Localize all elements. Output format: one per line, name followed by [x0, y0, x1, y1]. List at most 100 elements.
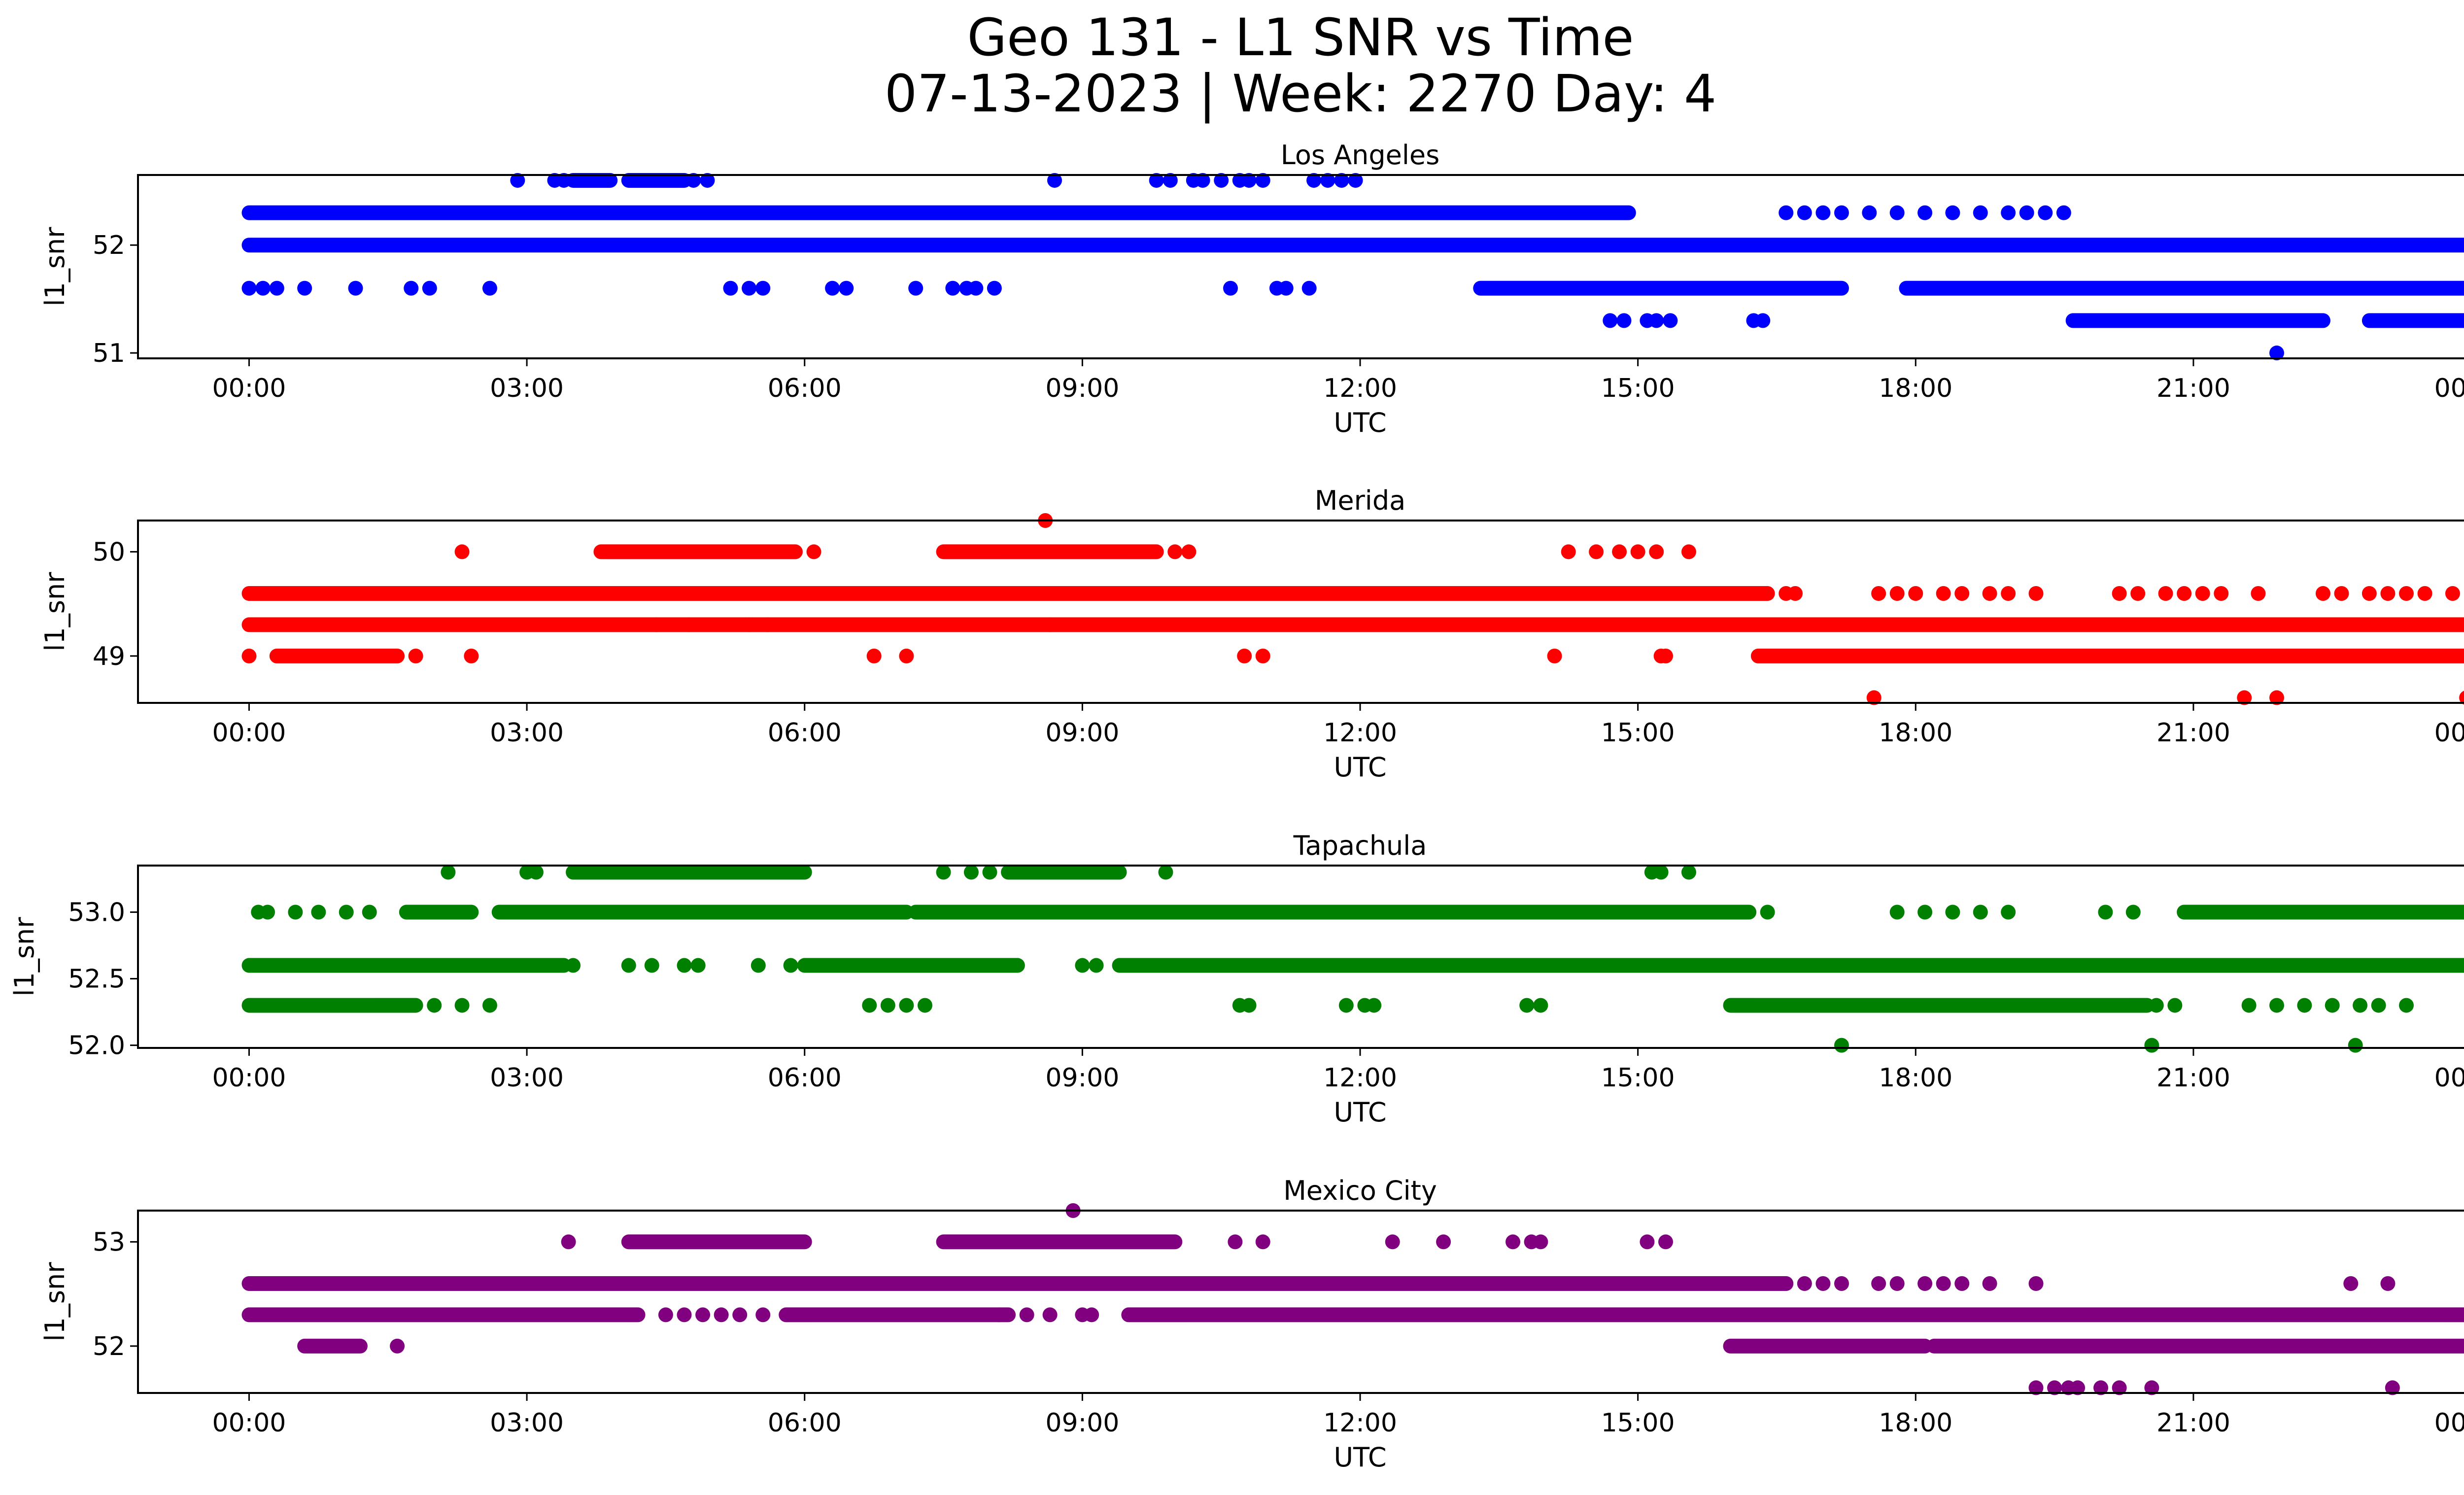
data-band	[2361, 313, 2464, 328]
data-point	[288, 904, 303, 920]
data-point	[1367, 998, 1382, 1013]
data-point	[297, 280, 312, 296]
y-tick-label: 51	[93, 339, 125, 368]
x-axis-label: UTC	[1334, 407, 1386, 438]
data-point	[1760, 904, 1775, 920]
data-point	[2399, 586, 2414, 601]
data-point	[454, 544, 470, 559]
data-point	[686, 173, 701, 188]
data-point	[1089, 958, 1104, 973]
data-point	[1255, 173, 1270, 188]
x-tick-label: 12:00	[1323, 718, 1397, 748]
x-tick-label: 18:00	[1879, 1063, 1952, 1093]
data-point	[1042, 1307, 1058, 1322]
data-point	[427, 998, 442, 1013]
data-point	[2214, 586, 2229, 601]
data-point	[528, 865, 544, 880]
data-point	[2001, 205, 2016, 220]
x-axis-label: UTC	[1334, 1097, 1386, 1128]
data-point	[269, 280, 284, 296]
data-point	[1181, 544, 1197, 559]
data-point	[2144, 1038, 2159, 1053]
x-tick-label: 15:00	[1601, 1408, 1675, 1438]
subplot-mexico-city: Mexico City 00:00 03:00 06:00 09:00 12:00 15:0…	[39, 1175, 2464, 1473]
data-point	[2070, 1380, 2086, 1395]
data-band	[1121, 1307, 2464, 1322]
data-point	[982, 865, 997, 880]
data-point	[2093, 1380, 2109, 1395]
data-point	[2028, 1276, 2044, 1291]
data-point	[1954, 1276, 1970, 1291]
data-point	[908, 280, 924, 296]
data-band	[779, 1307, 1016, 1322]
x-tick-label: 21:00	[2156, 1063, 2230, 1093]
data-point	[1862, 205, 1877, 220]
data-point	[1945, 904, 1960, 920]
data-point	[2269, 998, 2284, 1013]
data-point	[2001, 904, 2016, 920]
data-point	[700, 173, 715, 188]
data-point	[1663, 313, 1678, 328]
data-point	[987, 280, 1002, 296]
data-point	[2269, 690, 2284, 705]
y-tick-label: 53	[93, 1227, 125, 1257]
x-tick-label: 09:00	[1045, 374, 1119, 403]
data-point	[1973, 904, 1988, 920]
data-point	[783, 958, 798, 973]
data-point	[2028, 586, 2044, 601]
x-tick-label: 00:00	[212, 718, 286, 748]
x-axis-label: UTC	[1334, 1442, 1386, 1473]
data-band	[241, 586, 1775, 601]
figure-title-line1: Geo 131 - L1 SNR vs Time	[967, 7, 1634, 68]
subplot-title: Mexico City	[1283, 1175, 1437, 1206]
data-point	[2399, 998, 2414, 1013]
subplot-los-angeles: Los Angeles 00:00 03:00 06:00 09:00 12:00 15:0…	[39, 139, 2464, 438]
subplot-title: Tapachula	[1293, 830, 1427, 861]
x-tick-label: 15:00	[1601, 374, 1675, 403]
data-point	[1241, 173, 1257, 188]
data-point	[1237, 648, 1252, 663]
subplot-tapachula: Tapachula 00:00 03:00 06:00 09:00 12:00 15:00 1…	[9, 830, 2464, 1128]
x-tick-label: 09:00	[1045, 1063, 1119, 1093]
x-tick-label: 12:00	[1323, 1063, 1397, 1093]
data-point	[1815, 1276, 1831, 1291]
data-point	[1301, 280, 1317, 296]
data-point	[1255, 1234, 1270, 1250]
data-point	[584, 173, 599, 188]
data-point	[963, 865, 979, 880]
data-point	[760, 617, 775, 632]
data-point	[1589, 544, 1604, 559]
data-point	[2348, 1038, 2363, 1053]
data-point	[2125, 904, 2141, 920]
subplot-merida: Merida 00:00 03:00 06:00 09:00 12:00 15:00 18:0…	[39, 485, 2464, 783]
data-point	[1306, 173, 1322, 188]
data-point	[1917, 904, 1933, 920]
data-point	[2047, 1380, 2062, 1395]
data-point	[556, 173, 572, 188]
x-tick-label: 21:00	[2156, 374, 2230, 403]
data-point	[561, 1234, 576, 1250]
data-point	[311, 904, 326, 920]
data-point	[1223, 280, 1238, 296]
data-point	[1653, 865, 1669, 880]
x-tick-label: 03:00	[490, 1063, 564, 1093]
data-point	[2028, 1380, 2044, 1395]
data-point	[2343, 1276, 2359, 1291]
data-point	[1755, 313, 1771, 328]
data-point	[1547, 648, 1562, 663]
data-point	[482, 280, 497, 296]
subplots: Los Angeles 00:00 03:00 06:00 09:00 12:00 15:0…	[9, 139, 2464, 1473]
data-point	[1658, 648, 1673, 663]
data-point	[1158, 865, 1173, 880]
data-point	[1866, 690, 1882, 705]
data-point	[2371, 998, 2386, 1013]
data-band	[399, 904, 479, 920]
data-point	[422, 280, 437, 296]
data-point	[1047, 173, 1062, 188]
y-tick-label: 52.0	[68, 1031, 125, 1061]
x-tick-label: 00:00	[212, 1408, 286, 1438]
data-point	[1917, 205, 1933, 220]
y-axis-label: l1_snr	[9, 917, 40, 997]
data-point	[441, 865, 456, 880]
